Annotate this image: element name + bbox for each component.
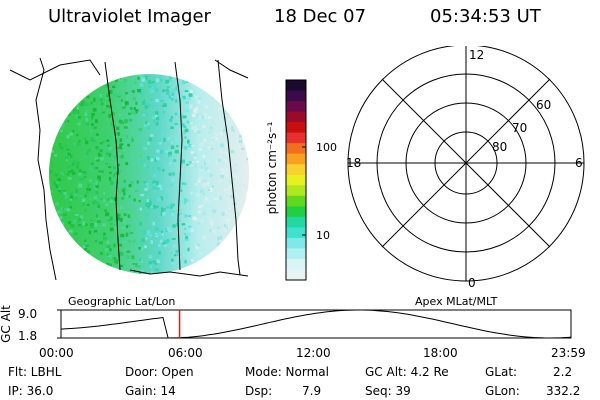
colorbar [285, 79, 307, 281]
altitude-timeline [57, 309, 572, 339]
colorbar-cell [286, 227, 306, 239]
altitude-curve [60, 309, 572, 339]
geographic-image [9, 57, 249, 281]
apex-label: Apex MLat/MLT [415, 295, 498, 308]
polar-label-right: 6 [575, 156, 583, 170]
timeline-frame [60, 309, 572, 339]
glat-value: 2.2 [553, 365, 573, 379]
time-label: 05:34:53 UT [430, 6, 541, 27]
timeline-xtick-1200: 12:00 [296, 346, 331, 360]
glon-value: 332.2 [546, 384, 581, 398]
colorbar-cell [286, 111, 306, 123]
timeline-ytick-label-high: 9.0 [18, 307, 38, 321]
colorbar-cell [286, 132, 306, 144]
gain-readout: Gain: 14 [125, 384, 176, 398]
colorbar-cell [286, 258, 306, 270]
polar-label-bottom: 0 [468, 276, 476, 290]
uv-disc [49, 74, 249, 274]
mode-readout: Mode: Normal [245, 365, 329, 379]
colorbar-tick-label-10: 10 [316, 229, 330, 242]
timeline-xtick-0600: 06:00 [168, 346, 203, 360]
dsp-label: Dsp: [245, 384, 273, 398]
colorbar-cell [286, 122, 306, 134]
colorbar-cell [286, 206, 306, 218]
colorbar-cell [286, 185, 306, 197]
colorbar-cell [286, 164, 306, 176]
colorbar-cell [286, 153, 306, 165]
polar-diagonal-2 [381, 78, 551, 248]
colorbar-units-label: photon cm⁻²s⁻¹ [265, 121, 279, 215]
coastline-lines [9, 57, 249, 281]
timeline-ylabel: GC Alt [0, 305, 13, 343]
door-readout: Door: Open [125, 365, 194, 379]
colorbar-cell [286, 195, 306, 207]
colorbar-cell [286, 90, 306, 102]
colorbar-cell [286, 216, 306, 228]
geographic-label: Geographic Lat/Lon [68, 295, 176, 308]
glat-label: GLat: [485, 365, 518, 379]
date-label: 18 Dec 07 [274, 6, 367, 27]
colorbar-tick-label-100: 100 [316, 141, 337, 154]
polar-ring-label-60: 60 [536, 98, 552, 112]
colorbar-frame [285, 79, 307, 281]
timeline-xtick-2359: 23:59 [551, 346, 586, 360]
colorbar-cell [286, 174, 306, 186]
colorbar-cell [286, 101, 306, 113]
colorbar-cell [286, 143, 306, 155]
colorbar-cell [286, 80, 306, 92]
glon-label: GLon: [485, 384, 520, 398]
polar-label-top: 12 [469, 48, 485, 62]
ip-readout: IP: 36.0 [8, 384, 54, 398]
timeline-xtick-0000: 00:00 [39, 346, 74, 360]
polar-label-left: 18 [346, 156, 362, 170]
gcalt-readout: GC Alt: 4.2 Re [365, 365, 449, 379]
colorbar-gradient [286, 80, 306, 281]
polar-ring-label-80: 80 [492, 140, 508, 154]
colorbar-cell [286, 248, 306, 260]
colorbar-cell [286, 269, 306, 281]
timeline-ytick-label-low: 1.8 [18, 329, 38, 343]
instrument-title: Ultraviolet Imager [48, 6, 211, 27]
polar-grid [347, 46, 585, 282]
polar-ring-label-70: 70 [512, 121, 528, 135]
colorbar-cell [286, 237, 306, 249]
timeline-xtick-1800: 18:00 [423, 346, 458, 360]
seq-readout: Seq: 39 [365, 384, 411, 398]
flt-readout: Flt: LBHL [8, 365, 62, 379]
dsp-value: 7.9 [302, 384, 322, 398]
